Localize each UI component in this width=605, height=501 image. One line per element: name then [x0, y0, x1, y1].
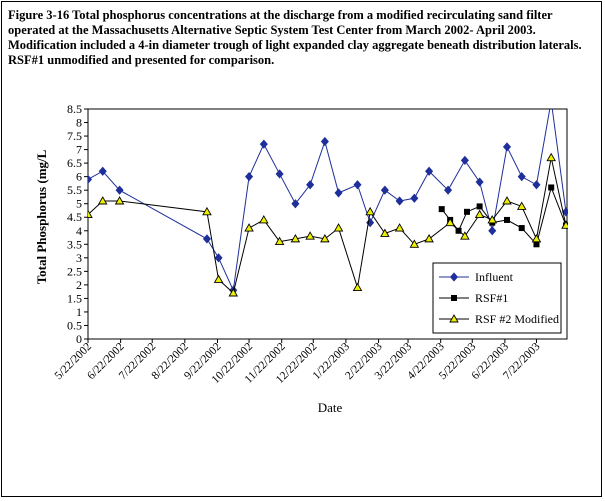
data-point-influent: [410, 193, 419, 203]
y-tick-label: 2.5: [67, 264, 82, 278]
y-tick-label: 3.5: [67, 237, 82, 251]
data-point-rsf-2-modified: [516, 201, 527, 210]
data-point-rsf-2-modified: [561, 220, 568, 229]
data-point-rsf-2-modified: [290, 233, 301, 243]
data-point-influent: [561, 207, 568, 217]
data-point-rsf-2-modified: [97, 196, 108, 205]
legend-marker-influent: [449, 272, 459, 282]
data-point-influent: [291, 199, 300, 209]
data-point-influent: [334, 188, 343, 198]
y-tick-label: 0.5: [67, 318, 82, 332]
legend-label-rsf-1: RSF#1: [475, 291, 508, 305]
data-point-rsf-2-modified: [546, 152, 556, 162]
data-point-rsf-2-modified: [502, 196, 512, 205]
y-tick-label: 1.5: [67, 291, 82, 305]
y-tick-label: 0: [76, 332, 82, 346]
data-point-rsf-2-modified: [259, 215, 269, 224]
data-point-influent: [502, 142, 512, 152]
data-point-rsf-1: [476, 203, 483, 210]
legend-label-rsf-2-modified: RSF #2 Modified: [475, 312, 559, 326]
data-point-influent: [395, 196, 404, 206]
y-tick-label: 2: [76, 278, 82, 292]
data-point-rsf-2-modified: [380, 228, 390, 237]
y-tick-label: 8: [76, 116, 82, 130]
data-point-rsf-1: [518, 225, 525, 232]
data-point-influent: [548, 97, 555, 105]
y-tick-label: 4: [76, 224, 82, 238]
data-point-influent: [488, 226, 497, 236]
y-tick-label: 1: [76, 305, 82, 319]
y-tick-label: 3: [76, 251, 82, 265]
y-tick-label: 8.5: [67, 102, 82, 116]
data-point-rsf-2-modified: [274, 236, 285, 246]
legend-marker-rsf-2-modified: [449, 314, 459, 323]
data-point-rsf-2-modified: [365, 206, 375, 216]
data-point-influent: [98, 166, 107, 176]
data-point-influent: [245, 172, 254, 182]
data-point-influent: [214, 253, 223, 263]
data-point-influent: [275, 169, 284, 179]
series-line-rsf-1: [441, 185, 567, 246]
data-point-rsf-2-modified: [333, 223, 344, 232]
data-point-rsf-2-modified: [228, 288, 239, 297]
data-point-influent: [532, 180, 541, 190]
x-axis-label: Date: [318, 400, 343, 415]
data-point-influent: [444, 185, 453, 195]
data-point-rsf-2-modified: [445, 217, 455, 227]
y-tick-label: 7: [76, 143, 82, 157]
data-point-influent: [115, 185, 124, 195]
series-line-rsf-2-modified: [88, 157, 567, 294]
data-point-rsf-2-modified: [460, 231, 470, 240]
data-point-influent: [353, 180, 362, 190]
data-point-influent: [88, 174, 93, 184]
series-line-influent: [88, 109, 567, 293]
data-point-influent: [259, 139, 268, 149]
data-point-rsf-2-modified: [305, 231, 315, 240]
data-point-influent: [306, 180, 315, 190]
data-point-rsf-2-modified: [114, 196, 125, 205]
figure-caption: Figure 3-16 Total phosphorus concentrati…: [8, 8, 582, 67]
data-layer: [88, 97, 568, 297]
data-point-rsf-1: [533, 241, 540, 248]
data-point-influent: [475, 177, 484, 187]
data-point-rsf-2-modified: [320, 233, 330, 243]
data-point-influent: [320, 136, 329, 147]
y-tick-label: 5: [76, 197, 82, 211]
data-point-rsf-1: [503, 216, 510, 223]
y-tick-label: 6.5: [67, 156, 82, 170]
data-point-rsf-2-modified: [352, 282, 363, 292]
data-point-rsf-2-modified: [474, 209, 485, 218]
data-point-influent: [460, 155, 469, 166]
data-point-rsf-1: [548, 184, 555, 191]
data-point-rsf-2-modified: [487, 215, 498, 224]
data-point-rsf-2-modified: [202, 206, 212, 216]
legend-label-influent: Influent: [475, 270, 514, 284]
data-point-rsf-2-modified: [531, 233, 542, 243]
data-point-influent: [425, 166, 434, 176]
data-point-rsf-2-modified: [244, 223, 254, 232]
y-axis-label: Total Phosphorus (mg/L: [34, 149, 49, 284]
data-point-influent: [517, 172, 526, 182]
data-point-rsf-2-modified: [394, 223, 405, 232]
data-point-rsf-2-modified: [424, 233, 434, 243]
y-tick-label: 5.5: [67, 183, 82, 197]
data-point-influent: [202, 234, 211, 244]
data-point-rsf-2-modified: [409, 239, 420, 248]
data-point-rsf-1: [438, 206, 445, 213]
y-tick-label: 7.5: [67, 129, 82, 143]
y-tick-label: 4.5: [67, 210, 82, 224]
data-point-rsf-2-modified: [88, 209, 93, 218]
legend-marker-rsf-1: [451, 295, 457, 301]
data-point-rsf-1: [463, 208, 470, 215]
data-point-rsf-2-modified: [213, 274, 224, 283]
y-tick-label: 6: [76, 170, 82, 184]
data-point-influent: [380, 185, 389, 195]
